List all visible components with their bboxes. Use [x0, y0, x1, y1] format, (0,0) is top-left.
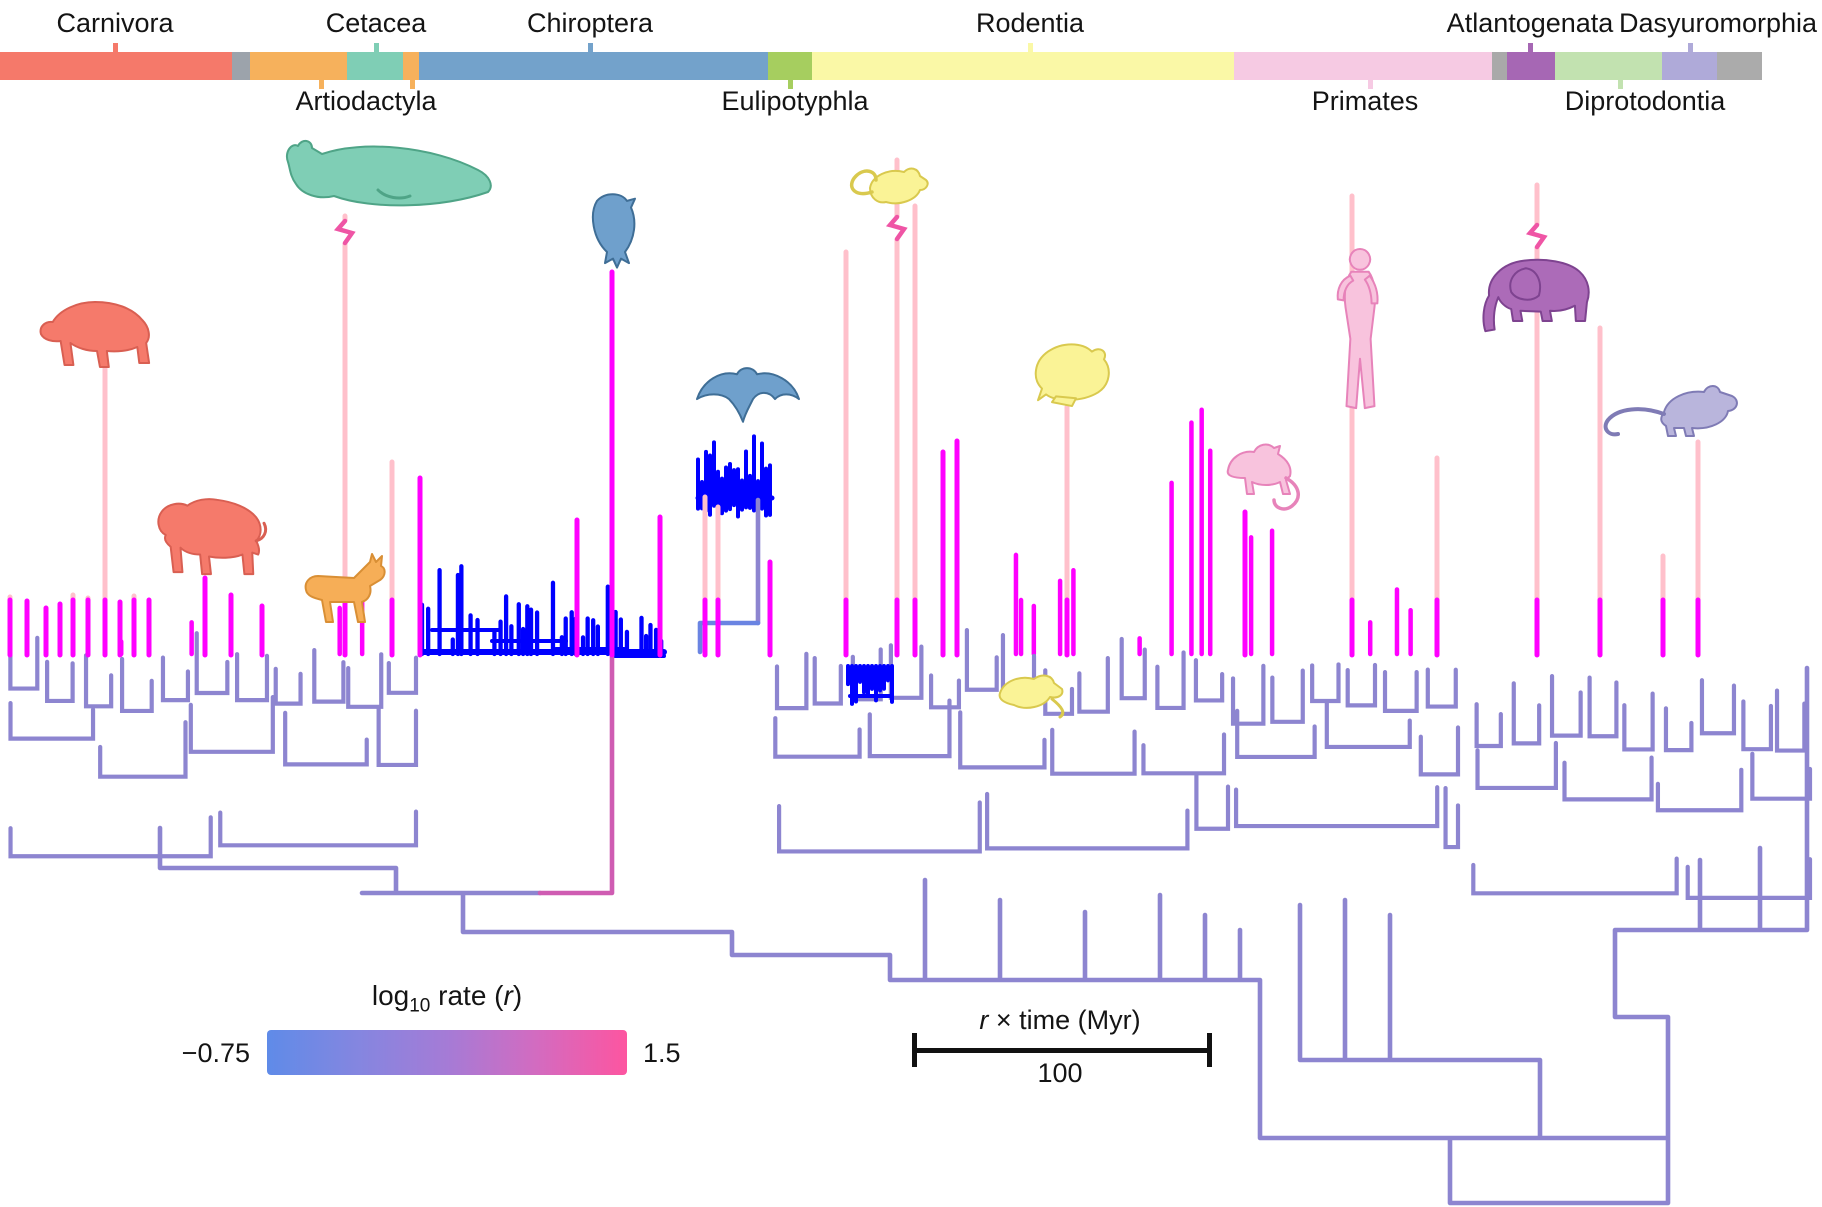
beaver-icon: [1036, 344, 1109, 406]
scalebar-right-cap: [1207, 1033, 1212, 1067]
order-band-segment-diprotodontia: [1555, 52, 1662, 80]
order-tick: [788, 80, 793, 89]
order-band-segment-cetacea: [347, 52, 403, 80]
order-band-segment-atlantogenata: [1507, 52, 1555, 80]
order-label-eulipotyphla: Eulipotyphla: [721, 86, 869, 116]
tree-branches: [118, 407, 1413, 657]
branch-break-icon: [333, 218, 356, 246]
possum-icon: [1606, 386, 1737, 436]
order-band-segment-artiodactyla: [250, 52, 347, 80]
order-tick: [588, 43, 593, 52]
order-tick: [410, 80, 415, 89]
order-label-chiroptera: Chiroptera: [526, 8, 654, 38]
order-band-segment-carnivora: [0, 52, 232, 80]
tree-branches: [337, 330, 1673, 655]
scalebar-label: r × time (Myr): [979, 1005, 1141, 1035]
bat-icon: [593, 194, 635, 267]
order-band-segment-eulipotyphla: [768, 52, 812, 80]
legend-title: log10 rate (r): [371, 980, 523, 1017]
tree-branches: [157, 497, 1810, 1206]
tree-branches: [537, 652, 615, 896]
branch-break-icon: [885, 214, 908, 242]
order-tick: [1528, 43, 1533, 52]
rate-colorbar: [267, 1030, 627, 1075]
colorbar-min-label: −0.75: [181, 1038, 250, 1068]
order-band-segment: [1717, 52, 1762, 80]
order-band-segment-artiodactyla: [403, 52, 419, 80]
lion-icon: [158, 499, 265, 574]
order-band-segment-dasyuromorphia: [1662, 52, 1717, 80]
order-label-diprotodontia: Diprotodontia: [1564, 86, 1726, 116]
tree-branches: [66, 421, 1752, 654]
bear-icon: [41, 302, 150, 367]
order-band-segment: [232, 52, 250, 80]
order-band-segment-chiroptera: [419, 52, 768, 80]
rodent-icon: [1000, 676, 1063, 717]
tree-branches: [697, 620, 761, 655]
elephant-icon: [1483, 260, 1588, 331]
deer-icon: [306, 554, 385, 622]
order-tick: [1688, 43, 1693, 52]
order-tick: [1618, 80, 1623, 89]
whale-icon: [287, 141, 491, 205]
order-tick: [1368, 80, 1373, 89]
tree-branches: [7, 269, 1701, 658]
order-label-atlantogenata: Atlantogenata: [1446, 8, 1614, 38]
branch-break-icon: [1525, 222, 1548, 250]
human-icon: [1338, 249, 1378, 408]
order-label-dasyuromorphia: Dasyuromorphia: [1618, 8, 1818, 38]
colorbar-max-label: 1.5: [643, 1038, 681, 1068]
order-band-segment-rodentia: [812, 52, 1234, 80]
monkey-icon: [1228, 445, 1299, 509]
order-tick: [113, 43, 118, 52]
order-label-cetacea: Cetacea: [325, 8, 427, 38]
order-label-primates: Primates: [1311, 86, 1419, 116]
tree-branches: [8, 628, 1813, 900]
scalebar-line: [912, 1048, 1208, 1053]
tree-branches: [12, 550, 1747, 654]
tree-branches: [430, 434, 894, 706]
mouse-icon: [852, 169, 928, 204]
order-label-artiodactyla: Artiodactyla: [295, 86, 437, 116]
order-label-rodentia: Rodentia: [975, 8, 1085, 38]
scalebar-left-cap: [912, 1033, 917, 1067]
order-tick: [1028, 43, 1033, 52]
order-label-carnivora: Carnivora: [56, 8, 174, 38]
scalebar-value: 100: [1037, 1058, 1083, 1088]
order-band-segment: [1492, 52, 1507, 80]
order-tick: [319, 80, 324, 89]
batfly-icon: [697, 368, 799, 422]
order-band-segment-primates: [1234, 52, 1492, 80]
order-tick: [374, 43, 379, 52]
